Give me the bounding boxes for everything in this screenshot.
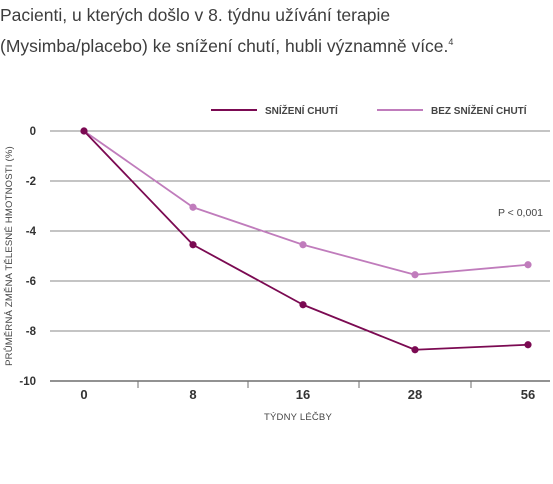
heading-line-1: Pacienti, u kterých došlo v 8. týdnu uží…	[0, 5, 391, 25]
y-tick-label: -2	[26, 176, 36, 188]
footnote-reference: 4	[448, 37, 454, 48]
data-point	[524, 261, 532, 269]
data-point	[189, 203, 197, 211]
heading-line-2-text: (Mysimba/placebo) ke snížení chutí, hubl…	[0, 36, 449, 56]
p-value-annotation: P < 0,001	[498, 207, 543, 219]
legend-label: BEZ SNÍŽENÍ CHUTÍ	[431, 104, 527, 117]
x-tick-label: 28	[408, 387, 422, 402]
data-point	[189, 241, 197, 249]
chart-heading: Pacienti, u kterých došlo v 8. týdnu uží…	[0, 0, 553, 62]
y-axis-label: PRŮMĚRNÁ ZMĚNA TĚLESNÉ HMOTNOSTI (%)	[3, 146, 15, 366]
y-tick-label: 0	[30, 126, 36, 138]
legend-label: SNÍŽENÍ CHUTÍ	[265, 104, 338, 117]
x-axis-label: TÝDNY LÉČBY	[264, 412, 332, 423]
series-line	[83, 130, 529, 351]
x-tick-label: 16	[296, 387, 310, 402]
data-point	[411, 346, 419, 354]
legend: SNÍŽENÍ CHUTÍ BEZ SNÍŽENÍ CHUTÍ	[211, 104, 527, 117]
data-series	[80, 127, 532, 354]
y-tick-label: -8	[26, 326, 37, 338]
data-point	[299, 301, 307, 309]
y-tick-labels: 0 -2 -4 -6 -8 -10	[19, 126, 36, 388]
gridlines	[50, 130, 550, 388]
data-point	[80, 127, 88, 135]
y-tick-label: -10	[19, 376, 36, 388]
y-tick-label: -6	[26, 276, 36, 288]
heading-line-2: (Mysimba/placebo) ke snížení chutí, hubl…	[0, 31, 553, 62]
data-point	[524, 341, 532, 349]
data-point	[411, 271, 419, 279]
y-tick-label: -4	[26, 226, 37, 238]
x-tick-labels: 0 8 16 28 56	[80, 387, 535, 402]
x-tick-label: 8	[189, 387, 196, 402]
data-point	[299, 241, 307, 249]
series-line	[83, 130, 529, 276]
x-tick-label: 56	[521, 387, 535, 402]
x-tick-label: 0	[80, 387, 87, 402]
